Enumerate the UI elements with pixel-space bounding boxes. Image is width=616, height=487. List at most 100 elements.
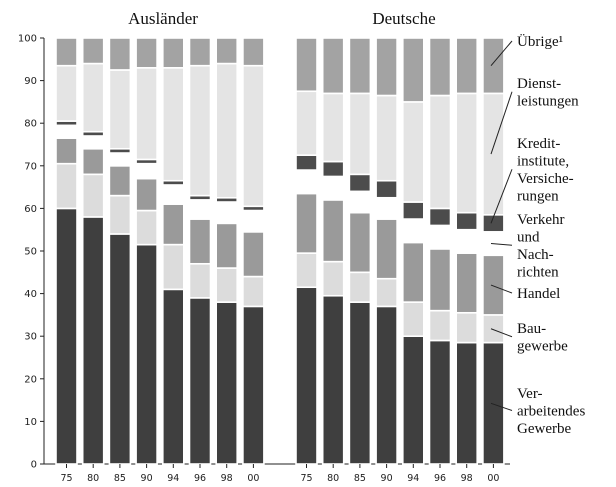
bar-segment	[215, 62, 238, 199]
y-tick-label: 20	[24, 374, 37, 385]
bar-segment	[215, 267, 238, 303]
bar-segment	[295, 154, 318, 171]
group-titles: Ausländer Deutsche	[128, 9, 436, 28]
legend: Ver-arbeitendes Gewerbe Bau-gewerbe Handel V…	[490, 33, 585, 437]
legend-label-line: rungen	[517, 189, 559, 205]
bar-segment	[455, 37, 479, 95]
bar-segment	[401, 301, 425, 337]
bar-segment	[242, 231, 265, 278]
legend-label-line: Gewerbe	[517, 421, 571, 437]
bar-segment	[375, 305, 398, 465]
bar-segment	[401, 37, 425, 103]
y-tick-label: 30	[24, 332, 37, 343]
bar-segment	[162, 67, 185, 182]
bar-segment	[455, 211, 479, 231]
bar-segment	[401, 101, 425, 203]
y-tick-label: 100	[18, 34, 37, 45]
bar-segment	[482, 92, 505, 216]
bar-segment	[81, 147, 105, 176]
y-tick-label: 90	[24, 76, 37, 87]
bar-segment	[428, 339, 452, 465]
legend-label-line: und	[517, 230, 540, 246]
x-tick-labels: 75 80 85 90 94 96 98 00 75 80 85 90 94 96 98 00	[60, 464, 499, 484]
bar-segment	[81, 216, 105, 465]
x-tick-label: 00	[487, 473, 499, 484]
bar-segment	[162, 37, 185, 69]
x-tick-label: 96	[434, 473, 446, 484]
legend-label: Ver-arbeitendes Gewerbe	[517, 386, 585, 437]
x-tick-label: 98	[221, 473, 233, 484]
bar-segment	[348, 37, 372, 95]
bar-segment	[375, 179, 398, 199]
bar-segment	[81, 37, 105, 65]
legend-label-line: Dienst-	[517, 76, 561, 92]
bar-segment	[295, 286, 318, 465]
bar-segment	[428, 224, 452, 250]
legend-leader-line	[490, 243, 513, 246]
bar-segment	[375, 94, 398, 182]
bar-segment	[455, 341, 479, 465]
x-tick-label: 00	[247, 473, 259, 484]
legend-label: Übrige¹	[517, 33, 563, 50]
bar-segment	[108, 194, 132, 235]
x-tick-label: 94	[167, 473, 179, 484]
legend-label: Handel	[517, 286, 560, 302]
x-tick-label: 80	[327, 473, 339, 484]
bar-segment	[482, 314, 505, 344]
bar-segment	[348, 92, 372, 176]
bar-segment	[401, 335, 425, 465]
bar-segment	[321, 37, 345, 95]
x-tick-label: 85	[114, 473, 126, 484]
x-tick-label: 75	[60, 473, 72, 484]
bar-segment	[188, 218, 212, 265]
bar-segment	[188, 199, 212, 220]
bar-segment	[428, 37, 452, 97]
bar-segment	[81, 173, 105, 218]
bar-segment	[321, 160, 345, 178]
bar-segment	[455, 311, 479, 344]
bar-segment	[428, 309, 452, 342]
bar-segment	[482, 254, 505, 316]
bar-segment	[55, 137, 78, 165]
legend-leader-line	[490, 40, 513, 67]
legend-label: Bau-gewerbe	[517, 321, 568, 355]
bar-segment	[295, 90, 318, 156]
bar-segment	[55, 207, 78, 465]
bar-segment	[108, 69, 132, 150]
bar-segment	[428, 248, 452, 312]
x-tick-label: 90	[141, 473, 153, 484]
bar-segment	[55, 162, 78, 210]
bar-segment	[428, 94, 452, 210]
legend-label-line: Ver-	[517, 386, 543, 402]
bar-segment	[375, 196, 398, 220]
bar-segment	[455, 228, 479, 254]
y-tick-label: 80	[24, 119, 37, 130]
legend-label-line: Bau-	[517, 321, 546, 337]
bar-segment	[188, 64, 212, 197]
y-tick-label: 60	[24, 204, 37, 215]
bar-segment	[401, 218, 425, 244]
bar-segment	[321, 92, 345, 163]
bar-segment	[348, 173, 372, 193]
bar-segment	[321, 294, 345, 465]
x-tick-label: 96	[194, 473, 206, 484]
bar-segment	[375, 37, 398, 97]
bar-segment	[135, 67, 158, 161]
legend-leader-line	[490, 402, 513, 411]
legend-label-line: richten	[517, 265, 559, 281]
bar-segment	[348, 301, 372, 465]
bar-segment	[135, 209, 158, 246]
bar-segment	[215, 37, 238, 65]
bar-segment	[321, 175, 345, 201]
legend-label-line: Nach-	[517, 247, 554, 263]
x-tick-label: 75	[300, 473, 312, 484]
bar-segment	[108, 37, 132, 71]
legend-label-line: arbeitendes	[517, 404, 585, 420]
bar-segment	[108, 152, 132, 167]
bar-segment	[108, 233, 132, 465]
y-tick-label: 50	[24, 247, 37, 258]
legend-label: Kredit-institute, Versiche-rungen	[517, 136, 574, 205]
bar-segment	[321, 260, 345, 297]
bars	[55, 37, 505, 465]
